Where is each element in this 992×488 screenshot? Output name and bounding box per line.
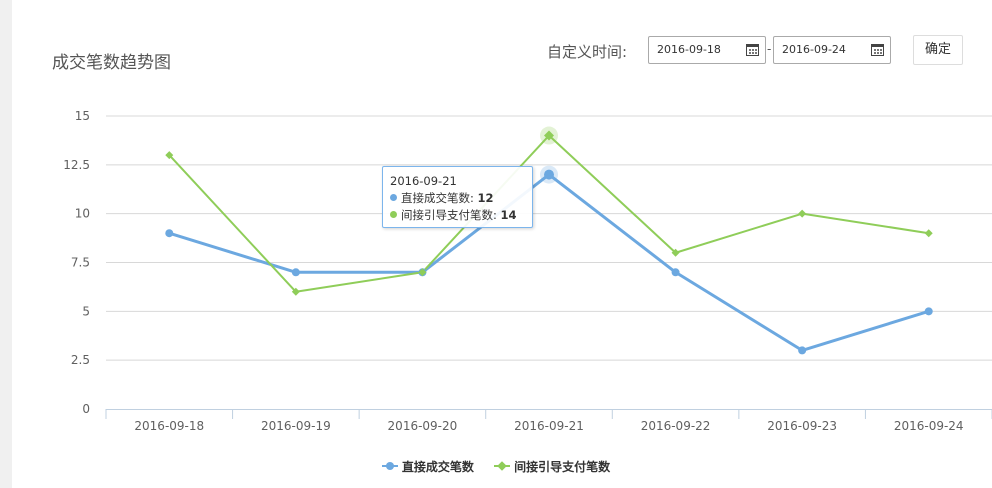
legend-item-direct[interactable]: 直接成交笔数 (381, 458, 474, 475)
data-point-diamond (544, 130, 554, 141)
tooltip-label: 间接引导支付笔数: (401, 208, 501, 222)
legend-circle-icon (381, 462, 398, 470)
y-tick-label: 0 (82, 402, 90, 416)
x-tick-label: 2016-09-23 (767, 419, 837, 433)
legend-item-indirect[interactable]: 间接引导支付笔数 (494, 458, 610, 475)
data-point-circle (165, 229, 174, 238)
x-tick-label: 2016-09-20 (388, 419, 458, 433)
date-range-label: 自定义时间: (547, 43, 628, 61)
end-date-input[interactable]: 2016-09-24 (773, 36, 891, 64)
start-date-input[interactable]: 2016-09-18 (648, 36, 766, 64)
x-tick-label: 2016-09-19 (261, 419, 331, 433)
y-tick-label: 2.5 (71, 353, 90, 367)
calendar-icon[interactable] (746, 44, 759, 56)
x-tick-label: 2016-09-24 (894, 419, 964, 433)
x-tick-label: 2016-09-18 (134, 419, 204, 433)
x-tick-label: 2016-09-21 (514, 419, 584, 433)
chart-title: 成交笔数趋势图 (52, 53, 171, 73)
left-sidebar-strip (0, 0, 12, 488)
data-point-circle (544, 169, 554, 180)
series-dot-icon (390, 211, 397, 218)
tooltip-row-direct: 直接成交笔数: 12 (390, 190, 532, 207)
chart-legend: 直接成交笔数 间接引导支付笔数 (0, 458, 992, 475)
tooltip-row-indirect: 间接引导支付笔数: 14 (390, 207, 532, 224)
legend-label: 直接成交笔数 (401, 460, 474, 474)
data-point-circle (671, 268, 680, 277)
tooltip-value: 12 (477, 191, 494, 205)
data-point-diamond (418, 268, 427, 277)
data-point-circle (291, 268, 300, 277)
confirm-button[interactable]: 确定 (913, 35, 963, 65)
y-tick-label: 10 (75, 207, 90, 221)
tooltip-value: 14 (500, 208, 517, 222)
y-tick-label: 5 (82, 304, 90, 318)
chart-tooltip: 2016-09-21 直接成交笔数: 12 间接引导支付笔数: 14 (382, 166, 533, 228)
y-tick-label: 7.5 (71, 256, 90, 270)
legend-label: 间接引导支付笔数 (514, 460, 611, 474)
data-point-diamond (165, 151, 174, 160)
end-date-value: 2016-09-24 (782, 43, 846, 56)
date-separator: - (767, 42, 772, 56)
data-point-diamond (671, 248, 680, 257)
series-dot-icon (390, 194, 397, 201)
x-tick-label: 2016-09-22 (641, 419, 711, 433)
data-point-diamond (924, 229, 933, 238)
data-point-circle (798, 346, 807, 355)
legend-diamond-icon (494, 465, 511, 467)
data-point-diamond (798, 209, 807, 218)
data-point-circle (924, 307, 933, 316)
y-tick-label: 15 (75, 109, 90, 123)
y-tick-label: 12.5 (63, 158, 90, 172)
data-point-diamond (291, 287, 300, 296)
calendar-icon[interactable] (871, 44, 884, 56)
start-date-value: 2016-09-18 (657, 43, 721, 56)
tooltip-date: 2016-09-21 (390, 174, 457, 188)
tooltip-label: 直接成交笔数: (401, 191, 478, 205)
